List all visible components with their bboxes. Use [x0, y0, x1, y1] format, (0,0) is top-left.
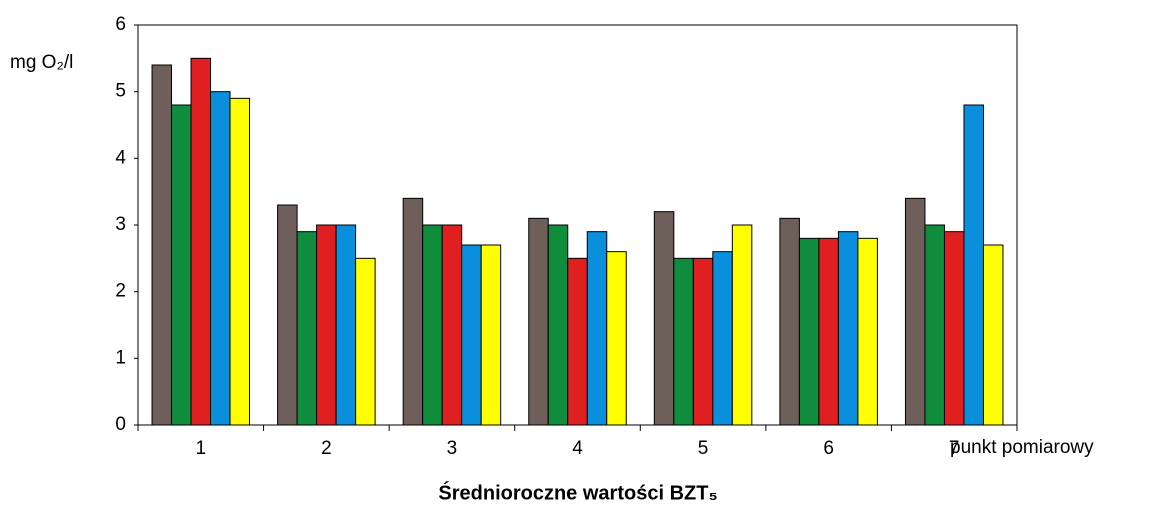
y-tick-label: 0	[115, 414, 126, 435]
x-tick-label: 1	[195, 438, 206, 459]
bar	[692, 257, 714, 426]
x-tick-label: 5	[698, 438, 709, 459]
y-tick-label: 3	[115, 214, 126, 235]
bar	[963, 104, 984, 426]
bar	[586, 231, 608, 426]
chart-title: Średnioroczne wartości BZT₅	[438, 480, 717, 504]
bar	[712, 251, 733, 426]
bar	[316, 224, 337, 426]
bar	[277, 204, 298, 426]
x-tick-label: 7	[949, 438, 960, 459]
bar	[355, 257, 376, 426]
bar	[731, 224, 753, 426]
x-tick-label: 4	[572, 438, 583, 459]
bar	[171, 104, 192, 426]
bar	[982, 244, 1004, 426]
bar	[818, 237, 839, 426]
bar	[857, 237, 878, 426]
bar	[798, 237, 820, 426]
bar	[653, 211, 675, 426]
bar	[606, 251, 627, 426]
y-axis-label: mg O₂/l	[10, 52, 73, 73]
bar	[924, 224, 945, 426]
bar	[673, 257, 694, 426]
y-tick-label: 2	[115, 281, 126, 302]
bar	[335, 224, 357, 426]
bar	[229, 97, 251, 426]
y-tick-label: 5	[115, 81, 126, 102]
x-tick-label: 2	[321, 438, 332, 459]
bar	[837, 231, 859, 426]
bar	[567, 257, 588, 426]
bar	[190, 57, 212, 426]
bar	[296, 231, 318, 426]
y-tick-label: 6	[115, 14, 126, 35]
bar	[441, 224, 463, 426]
bar	[528, 217, 549, 426]
y-tick-label: 1	[115, 347, 126, 368]
x-axis-label: punkt pomiarowy	[950, 437, 1094, 458]
bar	[210, 91, 231, 426]
bar	[904, 197, 926, 426]
bar	[461, 244, 482, 426]
x-tick-label: 3	[447, 438, 458, 459]
bar	[151, 64, 173, 426]
bar	[779, 217, 800, 426]
bar	[480, 244, 502, 426]
y-tick-label: 4	[115, 147, 126, 168]
bar	[402, 197, 424, 426]
bar	[422, 224, 443, 426]
bar	[547, 224, 569, 426]
x-tick-label: 6	[823, 438, 834, 459]
bar	[943, 231, 965, 426]
